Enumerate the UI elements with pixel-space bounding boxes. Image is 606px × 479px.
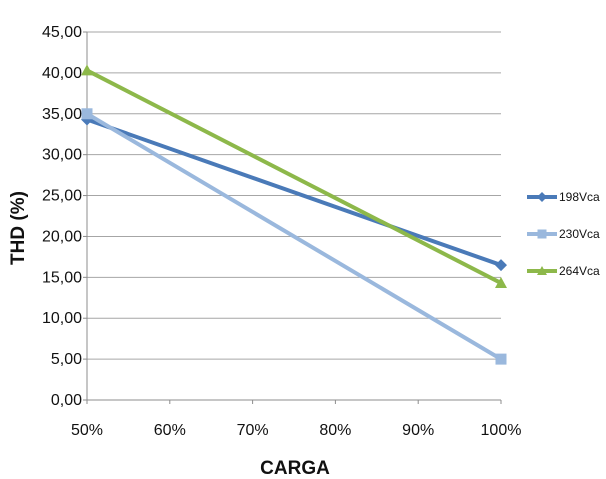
legend-label: 198Vca: [559, 190, 600, 204]
legend: 198Vca 230Vca 264Vca: [527, 190, 600, 278]
legend-label: 264Vca: [559, 264, 600, 278]
x-tick-label: 50%: [71, 422, 103, 439]
y-tick-label: 5,00: [51, 351, 82, 368]
axes: [83, 31, 502, 404]
data-point-triangle: [81, 64, 93, 76]
data-point-square: [537, 229, 547, 239]
gridlines: [87, 31, 501, 360]
legend-label: 230Vca: [559, 227, 600, 241]
series-line-198Vca: [86, 117, 502, 267]
x-tick-label: 70%: [237, 422, 269, 439]
y-tick-label: 40,00: [42, 65, 82, 82]
y-tick-label: 20,00: [42, 228, 82, 245]
data-point-square: [495, 353, 507, 365]
x-tick-label: 90%: [402, 422, 434, 439]
y-axis-title: THD (%): [8, 191, 29, 265]
x-tick-label: 60%: [154, 422, 186, 439]
y-tick-label: 0,00: [51, 392, 82, 409]
data-point-triangle: [537, 266, 547, 275]
series: [81, 64, 507, 365]
data-point-diamond: [537, 192, 547, 202]
y-tick-label: 45,00: [42, 24, 82, 41]
x-tick-label: 100%: [481, 422, 522, 439]
y-tick-label: 30,00: [42, 147, 82, 164]
y-tick-label: 10,00: [42, 310, 82, 327]
x-tick-label: 80%: [319, 422, 351, 439]
y-tick-label: 35,00: [42, 106, 82, 123]
y-tick-label: 25,00: [42, 188, 82, 205]
data-point-square: [81, 108, 93, 120]
data-point-diamond: [495, 259, 507, 272]
series-line-264Vca: [86, 68, 502, 285]
y-tick-label: 15,00: [42, 269, 82, 286]
y-tick-labels: 0,00 5,00 10,00 15,00 20,00 25,00 30,00 35,00 40…: [42, 24, 82, 409]
series-line-230Vca: [85, 112, 503, 361]
x-tick-labels: 50% 60% 70% 80% 90% 100%: [71, 422, 521, 439]
data-point-triangle: [495, 277, 507, 289]
x-axis-title: CARGA: [260, 458, 330, 479]
